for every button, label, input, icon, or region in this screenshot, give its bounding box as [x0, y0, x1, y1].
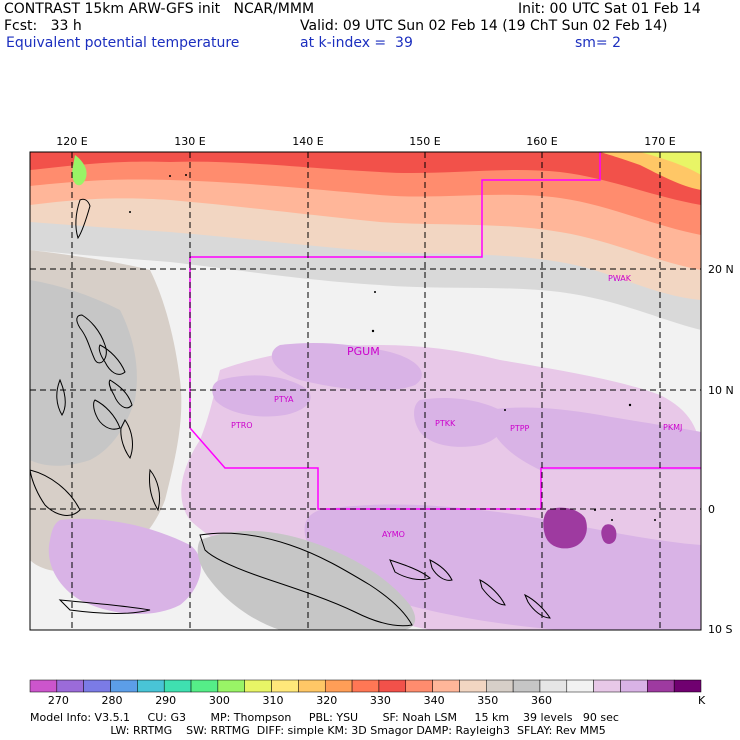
- colorbar-swatch: [190, 679, 219, 693]
- colorbar-tick-label: 330: [369, 694, 391, 707]
- lon-label: 130 E: [174, 135, 205, 148]
- station-label: PTPP: [510, 424, 530, 433]
- colorbar-swatch: [539, 679, 568, 693]
- colorbar-swatch: [83, 679, 111, 693]
- colorbar-tick-label: 320: [316, 694, 338, 707]
- map-border: [29, 151, 702, 631]
- colorbar-swatch: [244, 679, 272, 693]
- colorbar-swatch: [324, 679, 353, 693]
- lat-label: 10 N: [708, 384, 734, 397]
- colorbar-swatch: [620, 679, 648, 693]
- colorbar-swatch: [298, 679, 326, 693]
- lon-label: 120 E: [56, 135, 87, 148]
- colorbar-tick-label: 310: [262, 694, 284, 707]
- colorbar: [29, 679, 702, 693]
- header-forecast: Fcst: 33 h: [4, 18, 82, 34]
- model-info-line1: Model Info: V3.5.1 CU: G3 MP: Thompson P…: [30, 711, 619, 724]
- header-valid: Valid: 09 UTC Sun 02 Feb 14 (19 ChT Sun …: [300, 18, 668, 34]
- station-label: PWAK: [608, 274, 632, 283]
- lat-label: 0: [708, 503, 715, 516]
- header-title: CONTRAST 15km ARW-GFS init NCAR/MMM: [4, 1, 315, 17]
- model-info-line2: LW: RRTMG SW: RRTMG DIFF: simple KM: 3D …: [30, 724, 606, 737]
- colorbar-swatch: [566, 679, 594, 693]
- colorbar-swatch: [271, 679, 299, 693]
- colorbar-tick-label: 350: [477, 694, 499, 707]
- colorbar-swatch: [110, 679, 138, 693]
- colorbar-tick-label: 280: [101, 694, 123, 707]
- colorbar-swatch: [56, 679, 84, 693]
- inner-domain-boundary: [189, 152, 701, 510]
- station-label: PTRO: [231, 421, 253, 430]
- lat-label: 10 S: [708, 623, 732, 636]
- theta-e-field: [30, 152, 701, 630]
- colorbar-unit: K: [698, 694, 706, 707]
- station-label: PGUM: [347, 345, 380, 358]
- colorbar-tick-label: 360: [530, 694, 552, 707]
- colorbar-swatch: [593, 679, 621, 693]
- graticule: [30, 152, 701, 630]
- lon-label: 170 E: [644, 135, 675, 148]
- header-init: Init: 00 UTC Sat 01 Feb 14: [518, 1, 701, 17]
- colorbar-swatch: [351, 679, 380, 693]
- colorbar-tick-label: 340: [423, 694, 445, 707]
- lon-label: 160 E: [526, 135, 557, 148]
- station-label: AYMO: [382, 530, 405, 539]
- colorbar-swatch: [459, 679, 487, 693]
- colorbar-swatch: [486, 679, 514, 693]
- lon-label: 140 E: [292, 135, 323, 148]
- small-islands: [129, 174, 661, 521]
- colorbar-swatch: [432, 679, 460, 693]
- colorbar-swatch: [163, 679, 192, 693]
- colorbar-tick-label: 270: [47, 694, 69, 707]
- colorbar-swatch: [512, 679, 541, 693]
- colorbar-tick-label: 290: [155, 694, 177, 707]
- lat-label: 20 N: [708, 263, 734, 276]
- colorbar-swatch: [647, 679, 675, 693]
- colorbar-swatch: [29, 679, 58, 693]
- colorbar-swatch: [137, 679, 165, 693]
- smoothing-label: sm= 2: [575, 35, 622, 51]
- colorbar-tick-label: 300: [208, 694, 230, 707]
- field-name: Equivalent potential temperature: [6, 35, 240, 51]
- colorbar-swatch: [217, 679, 245, 693]
- station-label: PKMJ: [663, 423, 682, 432]
- station-label: PTKK: [435, 419, 456, 428]
- colorbar-swatch: [378, 679, 407, 693]
- colorbar-swatch: [673, 679, 702, 693]
- station-label: PTYA: [274, 395, 294, 404]
- level-label: at k-index = 39: [300, 35, 413, 51]
- lon-label: 150 E: [409, 135, 440, 148]
- coastlines: [30, 198, 551, 627]
- colorbar-swatch: [405, 679, 433, 693]
